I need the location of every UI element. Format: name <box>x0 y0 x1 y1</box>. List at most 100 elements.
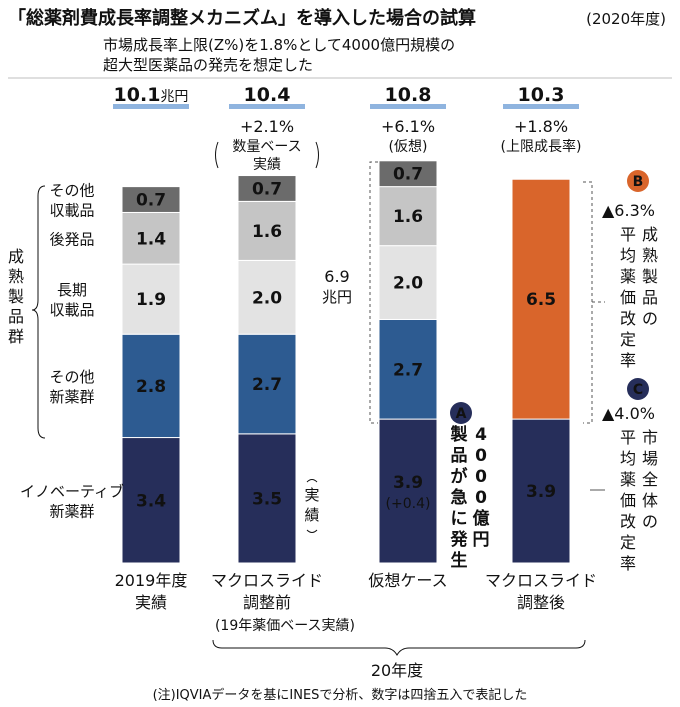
actual-tag-bracket <box>306 479 318 533</box>
footnote: (注)IQVIAデータを基にINESで分析、数字は四捨五入で表記した <box>153 687 528 703</box>
callout-b-char: 熟 <box>642 246 658 265</box>
callout-b-rate: ▲6.3% <box>602 201 655 220</box>
callout-c-char: 率 <box>620 554 636 573</box>
bar-value-label: 3.9 <box>393 473 423 493</box>
bar-value-label: 3.5 <box>252 489 282 509</box>
bar-segment <box>511 418 571 564</box>
bar-segment <box>121 211 181 265</box>
callout-a-char: 円 <box>473 530 490 550</box>
bar-segment <box>121 437 181 564</box>
bars-layer: 3.4 2.8 1.9 1.4 0.7 3.5 2.7 2.0 1.6 0.7 3.9 (+0.4) 2… <box>121 160 571 564</box>
callout-a-char: に <box>451 509 468 529</box>
category-label: 2019年度 <box>115 571 188 590</box>
bar-segment <box>121 333 181 439</box>
fiscal-year-label: 20年度 <box>371 661 423 680</box>
row-label: イノベーティブ <box>20 482 124 500</box>
callout-a-char: 製 <box>450 424 468 445</box>
callout-a-char: 0 <box>475 488 487 508</box>
total-underline <box>229 104 305 109</box>
callout-b-char: 品 <box>642 288 658 307</box>
callout-b-char: 均 <box>620 246 636 265</box>
callout-b-char: 率 <box>620 351 636 370</box>
category-label: 調整後 <box>517 593 565 612</box>
callout-c-char: 体 <box>642 491 658 510</box>
callout-c-char: 定 <box>620 533 636 552</box>
row-label: 長期 <box>57 281 87 299</box>
callout-c-char: 全 <box>642 470 658 489</box>
note-bracket <box>215 141 319 169</box>
bar-value-label: 1.6 <box>252 222 282 242</box>
row-label: 収載品 <box>49 202 94 220</box>
growth-note: (仮想) <box>389 139 428 155</box>
badge-b-icon <box>627 170 649 192</box>
column-total: 10.8 <box>385 84 432 106</box>
row-label: 新薬群 <box>49 502 94 520</box>
callout-c-char: の <box>642 512 658 531</box>
badge-c-letter: C <box>633 382 643 398</box>
group-label-char: 品 <box>8 307 24 326</box>
bar-segment <box>237 259 297 335</box>
callout-b-char: 製 <box>642 267 658 286</box>
row-label: 収載品 <box>49 301 94 319</box>
column-total: 10.4 <box>244 84 291 106</box>
callout-a-char: 発 <box>450 529 469 550</box>
total-underline <box>370 104 446 109</box>
badge-b-letter: B <box>633 174 644 190</box>
subtitle-line-1: 市場成長率上限(Z%)を1.8%として4000億円規模の <box>103 36 455 54</box>
bar-value-label: 2.7 <box>393 360 423 380</box>
bar-segment <box>378 318 438 420</box>
group-label-char: 製 <box>8 287 24 306</box>
bar-value-label: 0.7 <box>136 191 166 211</box>
callout-a-char: 急 <box>451 487 468 508</box>
callout-c-char: 平 <box>620 428 636 447</box>
bar-segment <box>237 175 297 202</box>
callout-a-char: 0 <box>475 446 487 466</box>
bar-value-label: 0.7 <box>252 179 282 199</box>
category-label: 調整前 <box>243 593 291 612</box>
group-brace <box>31 185 46 439</box>
callout-c-char: 改 <box>620 512 636 531</box>
callout-b-char: 成 <box>642 225 658 244</box>
total-underline <box>113 104 189 109</box>
row-label: 後発品 <box>49 230 94 248</box>
total-underline <box>503 104 579 109</box>
callout-c-char: 価 <box>620 491 636 510</box>
row-label: 新薬群 <box>49 388 94 406</box>
growth-note: 実績 <box>253 157 281 173</box>
bar-segment <box>378 418 438 564</box>
bar-segment <box>378 186 438 247</box>
bar-value-label: 1.4 <box>136 229 166 249</box>
callout-b-char: 改 <box>620 309 636 328</box>
callout-c-char: 薬 <box>620 470 636 489</box>
row-label: その他 <box>49 368 94 386</box>
growth-note: (上限成長率) <box>501 138 582 155</box>
bar-segment <box>378 160 438 188</box>
badge-a-letter: A <box>456 406 467 422</box>
fiscal-year-brace <box>212 639 586 657</box>
category-label: マクロスライド <box>211 571 323 590</box>
category-label: マクロスライド <box>485 571 597 590</box>
bar-value-label: 0.7 <box>393 165 423 185</box>
growth-rate: +2.1% <box>240 117 294 136</box>
callout-b-char: 平 <box>620 225 636 244</box>
bar-value-label: 2.7 <box>252 375 282 395</box>
callout-b-char: の <box>642 309 658 328</box>
bar-segment <box>378 245 438 320</box>
badge-a-icon <box>450 402 472 424</box>
bar-segment <box>237 200 297 261</box>
bar-value-label: 3.4 <box>136 491 166 511</box>
bar-value-label: 1.9 <box>136 290 166 310</box>
callout-c-rate: ▲4.0% <box>602 404 655 423</box>
badge-c-icon <box>627 378 649 400</box>
mid-annotation-unit: 兆円 <box>322 288 352 306</box>
actual-tag-char: 実 <box>304 486 319 504</box>
bar-segment <box>511 178 571 420</box>
callout-b-char: 価 <box>620 288 636 307</box>
growth-rate: +1.8% <box>514 117 568 136</box>
bar-value-label: 6.5 <box>526 290 556 310</box>
group-label-char: 熟 <box>8 267 24 286</box>
chart-title-year: (2020年度) <box>586 10 666 28</box>
bar-value-label: 2.0 <box>252 288 282 308</box>
bar-value-label: 1.6 <box>393 207 423 227</box>
